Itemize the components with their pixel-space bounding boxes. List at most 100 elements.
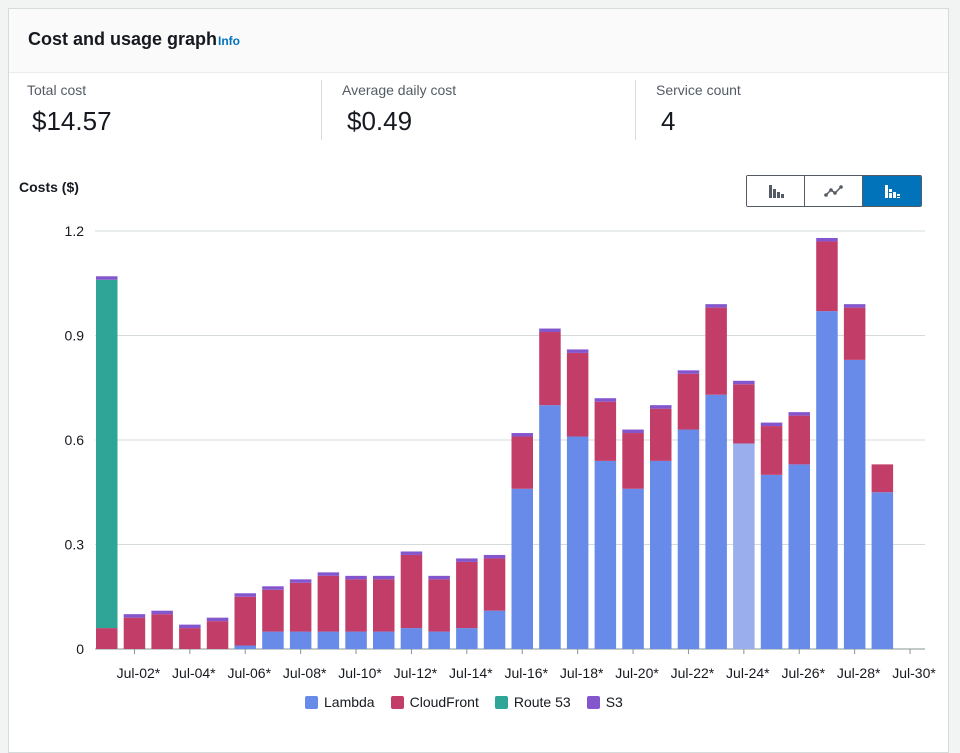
stat-value: $14.57 <box>32 106 112 136</box>
x-tick-label: Jul-06* <box>227 665 271 681</box>
bar-segment-lambda <box>428 631 450 649</box>
legend-label: CloudFront <box>409 694 479 710</box>
bar-segment-lambda <box>816 311 838 649</box>
bar-segment-cloudfront <box>206 621 229 649</box>
bar-segment-cloudfront <box>566 352 589 437</box>
bar-segment-lambda <box>345 631 367 649</box>
bar-segment-cloudfront <box>871 464 894 493</box>
x-tick-label: Jul-18* <box>560 665 604 681</box>
bar-segment-cloudfront <box>289 582 312 632</box>
stacked-bar-chart-button[interactable] <box>863 176 921 206</box>
info-link[interactable]: Info <box>218 34 240 48</box>
bar-segment-lambda <box>788 464 810 649</box>
stacked-bar-icon <box>885 185 900 198</box>
stat-label: Total cost <box>27 82 87 98</box>
y-tick-label: 1.2 <box>65 223 85 239</box>
bar-segment-cloudfront <box>234 596 256 646</box>
bar-segment-cloudfront <box>400 554 423 629</box>
bar-segment-lambda <box>760 474 783 649</box>
bar-segment-s3 <box>262 586 284 590</box>
bar-segment-s3 <box>760 422 783 427</box>
x-tick-label: Jul-22* <box>671 665 715 681</box>
bar-segment-s3 <box>428 575 450 580</box>
x-tick-label: Jul-04* <box>172 665 216 681</box>
bar-segment-cloudfront <box>760 426 783 475</box>
stat-label: Average daily cost <box>342 82 457 98</box>
bar-segment-cloudfront <box>428 579 450 632</box>
bar-segment-s3 <box>289 579 312 583</box>
bar-segment-cloudfront <box>511 436 533 489</box>
bar-segment-cloudfront <box>483 558 506 611</box>
legend-item-lambda[interactable]: Lambda <box>305 694 375 710</box>
chart-type-toggle <box>746 175 922 207</box>
bar-segment-lambda <box>594 460 617 649</box>
bar-segment-s3 <box>179 624 201 629</box>
bar-segment-cloudfront <box>179 628 201 649</box>
bar-segment-cloudfront <box>96 628 118 649</box>
bar-segment-cloudfront <box>622 433 644 489</box>
bar-chart-icon <box>768 185 784 198</box>
bar-segment-lambda <box>705 394 727 649</box>
bar-segment-s3 <box>206 617 229 622</box>
bar-segment-s3 <box>234 593 256 597</box>
x-tick-label: Jul-26* <box>781 665 825 681</box>
y-tick-label: 0 <box>76 641 84 657</box>
stat-divider <box>635 80 636 140</box>
bar-segment-cloudfront <box>594 401 617 461</box>
bar-segment-s3 <box>816 237 838 242</box>
panel-title: Cost and usage graph <box>28 29 218 49</box>
bar-segment-s3 <box>456 558 478 562</box>
bar-segment-s3 <box>788 412 810 416</box>
y-tick-label: 0.3 <box>65 537 85 553</box>
x-tick-label: Jul-20* <box>615 665 659 681</box>
y-axis-title: Costs ($) <box>19 179 79 195</box>
bar-segment-lambda <box>317 631 340 649</box>
stat-divider <box>321 80 322 140</box>
x-tick-label: Jul-28* <box>837 665 881 681</box>
bar-segment-lambda <box>677 429 700 649</box>
stat-value: $0.49 <box>347 106 413 136</box>
bar-segment-s3 <box>733 380 755 385</box>
bar-chart-button[interactable] <box>747 176 805 206</box>
legend-item-cloudfront[interactable]: CloudFront <box>390 694 479 710</box>
bar-segment-route53 <box>96 279 118 629</box>
legend-swatch <box>494 695 508 709</box>
legend-swatch <box>305 695 318 709</box>
bar-segment-lambda <box>456 628 478 649</box>
bar-segment-lambda <box>733 443 755 649</box>
bar-segment-s3 <box>566 349 589 353</box>
bar-segment-cloudfront <box>317 575 340 632</box>
bar-segment-lambda <box>650 460 672 649</box>
line-chart-button[interactable] <box>805 176 863 206</box>
bar-segment-lambda <box>373 631 395 649</box>
legend-label: Lambda <box>324 694 375 710</box>
bar-segment-lambda <box>289 631 312 649</box>
bar-segment-s3 <box>622 429 644 434</box>
bar-segment-s3 <box>650 405 672 409</box>
bar-segment-s3 <box>373 575 395 580</box>
bar-segment-cloudfront <box>788 415 810 465</box>
x-tick-label: Jul-02* <box>117 665 161 681</box>
bar-segment-cloudfront <box>539 332 561 406</box>
bar-segment-lambda <box>566 436 589 649</box>
bar-segment-s3 <box>345 575 367 580</box>
stat-value: 4 <box>661 106 676 136</box>
bar-segment-cloudfront <box>151 614 173 649</box>
bar-segment-s3 <box>594 398 617 402</box>
bar-segment-lambda <box>400 628 423 649</box>
legend-swatch <box>390 695 404 709</box>
bar-segment-lambda <box>511 488 533 649</box>
y-tick-label: 0.9 <box>65 328 85 344</box>
bar-segment-s3 <box>483 554 506 559</box>
bar-segment-cloudfront <box>456 561 478 629</box>
x-tick-label: Jul-14* <box>449 665 493 681</box>
bar-segment-cloudfront <box>677 373 700 430</box>
bar-segment-s3 <box>400 551 423 555</box>
stat-service-count: Service count 4 <box>656 82 741 137</box>
bar-segment-cloudfront <box>262 589 284 632</box>
bar-segment-cloudfront <box>816 241 838 312</box>
legend-item-route53[interactable]: Route 53 <box>494 694 571 710</box>
bar-segment-lambda <box>539 405 561 649</box>
x-tick-label: Jul-10* <box>338 665 382 681</box>
legend-item-s3[interactable]: S3 <box>586 694 623 710</box>
